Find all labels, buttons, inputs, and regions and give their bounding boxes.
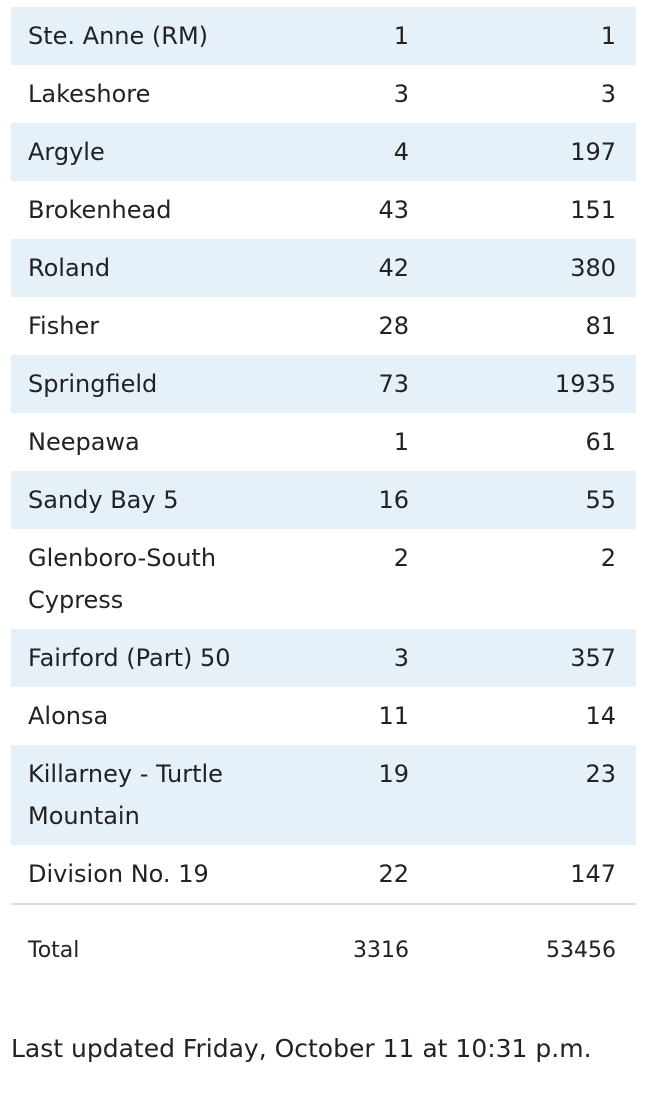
count-a: 73 [260, 355, 409, 413]
total-count-b: 53456 [409, 903, 636, 997]
region-name: Killarney - Turtle Mountain [11, 745, 260, 845]
region-name: Glenboro-South Cypress [28, 544, 217, 614]
table-row: Killarney - Turtle Mountain 19 23 [11, 745, 636, 845]
data-table: Ste. Anne (RM) 1 1 Lakeshore 3 3 Argyle 4 197 Bro… [11, 7, 636, 997]
table-row: Lakeshore 3 3 [11, 65, 636, 123]
count-a: 28 [378, 312, 409, 340]
table-row: Division No. 19 22 147 [11, 845, 636, 904]
count-b: 151 [570, 196, 616, 224]
total-count-a: 3316 [260, 903, 409, 997]
count-b: 357 [409, 629, 636, 687]
region-name: Alonsa [28, 702, 109, 730]
count-a: 3 [393, 80, 409, 108]
table-row: Fairford (Part) 50 3 357 [11, 629, 636, 687]
table-row: Springfield 73 1935 [11, 355, 636, 413]
count-b: 3 [600, 80, 616, 108]
total-row: Total 3316 53456 [11, 903, 636, 997]
count-a: 4 [260, 123, 409, 181]
count-a: 43 [378, 196, 409, 224]
count-a: 2 [393, 544, 409, 572]
count-b: 14 [585, 702, 616, 730]
count-a: 1 [260, 7, 409, 65]
table-row: Sandy Bay 5 16 55 [11, 471, 636, 529]
count-b: 147 [570, 860, 616, 888]
region-name: Roland [11, 239, 260, 297]
count-a: 42 [260, 239, 409, 297]
count-b: 197 [409, 123, 636, 181]
region-name: Neepawa [28, 428, 140, 456]
table-row: Glenboro-South Cypress 2 2 [11, 529, 636, 629]
count-a: 19 [260, 745, 409, 845]
last-updated: Last updated Friday, October 11 at 10:31… [11, 1034, 592, 1063]
table-row: Fisher 28 81 [11, 297, 636, 355]
region-name: Brokenhead [28, 196, 172, 224]
count-a: 22 [378, 860, 409, 888]
count-a: 3 [260, 629, 409, 687]
region-name: Lakeshore [28, 80, 151, 108]
count-a: 16 [260, 471, 409, 529]
count-a: 11 [378, 702, 409, 730]
region-name: Ste. Anne (RM) [11, 7, 260, 65]
count-a: 1 [393, 428, 409, 456]
table-row: Alonsa 11 14 [11, 687, 636, 745]
count-b: 380 [409, 239, 636, 297]
table-row: Neepawa 1 61 [11, 413, 636, 471]
table-row: Brokenhead 43 151 [11, 181, 636, 239]
table-body: Ste. Anne (RM) 1 1 Lakeshore 3 3 Argyle 4 197 Bro… [11, 7, 636, 997]
region-name: Sandy Bay 5 [11, 471, 260, 529]
table-row: Roland 42 380 [11, 239, 636, 297]
count-b: 1935 [409, 355, 636, 413]
region-name: Argyle [11, 123, 260, 181]
region-name: Fisher [28, 312, 100, 340]
count-b: 81 [585, 312, 616, 340]
table-row: Argyle 4 197 [11, 123, 636, 181]
count-b: 23 [409, 745, 636, 845]
count-b: 2 [600, 544, 616, 572]
region-name: Fairford (Part) 50 [11, 629, 260, 687]
count-b: 61 [585, 428, 616, 456]
count-b: 1 [409, 7, 636, 65]
region-name: Division No. 19 [28, 860, 209, 888]
count-b: 55 [409, 471, 636, 529]
region-name: Springfield [11, 355, 260, 413]
table-row: Ste. Anne (RM) 1 1 [11, 7, 636, 65]
total-label: Total [11, 903, 260, 997]
